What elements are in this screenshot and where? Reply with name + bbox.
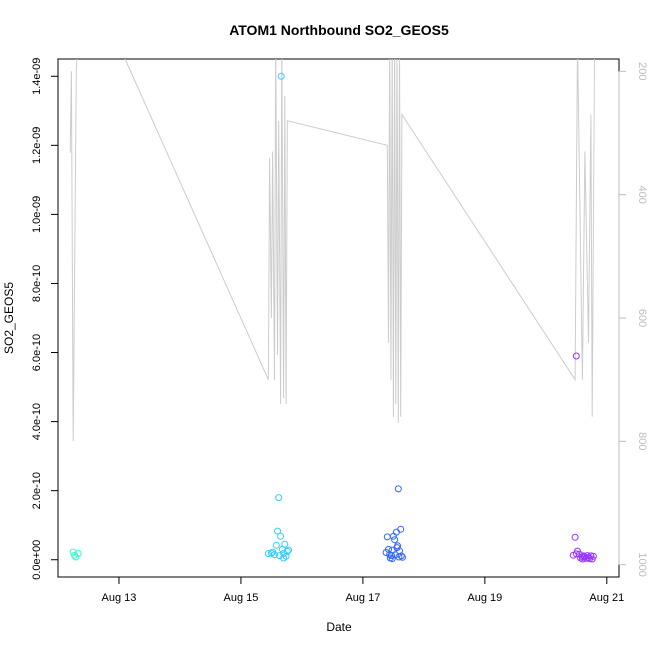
right-axis: 200 400 600 800 1000 bbox=[618, 62, 648, 577]
x-tick-label: Aug 21 bbox=[589, 592, 624, 604]
right-tick-label: 800 bbox=[636, 432, 648, 450]
chart-title: ATOM1 Northbound SO2_GEOS5 bbox=[229, 22, 449, 38]
data-point bbox=[572, 352, 580, 360]
pressure-trace-line bbox=[69, 59, 595, 442]
data-point bbox=[274, 527, 281, 535]
right-tick-label: 600 bbox=[636, 309, 648, 327]
data-point bbox=[397, 525, 405, 533]
data-point bbox=[280, 554, 288, 562]
data-point bbox=[72, 553, 80, 561]
data-point bbox=[71, 551, 78, 559]
y-tick-label: 6.0e-10 bbox=[31, 334, 43, 371]
data-point bbox=[74, 550, 82, 557]
y-tick-label: 2.0e-10 bbox=[31, 472, 43, 509]
y-tick-label: 1.4e-09 bbox=[31, 58, 43, 95]
right-tick-label: 1000 bbox=[636, 552, 648, 576]
data-point bbox=[385, 545, 392, 553]
right-tick-label: 200 bbox=[636, 62, 648, 80]
data-point bbox=[277, 532, 285, 540]
data-point bbox=[275, 494, 283, 502]
data-points-layer bbox=[69, 72, 597, 563]
data-point bbox=[571, 533, 579, 541]
y-tick-label: 1.2e-09 bbox=[31, 127, 43, 164]
x-tick-label: Aug 17 bbox=[345, 592, 380, 604]
y-axis: 0.0e+00 2.0e-10 4.0e-10 6.0e-10 8.0e-10 1.0e-… bbox=[31, 58, 58, 580]
x-axis: Aug 13 Aug 15 Aug 17 Aug 19 Aug 21 bbox=[102, 577, 624, 604]
data-point bbox=[272, 541, 280, 549]
data-point bbox=[389, 532, 397, 540]
x-tick-label: Aug 19 bbox=[467, 592, 502, 604]
data-point bbox=[572, 550, 580, 558]
data-point bbox=[383, 533, 391, 541]
y-tick-label: 4.0e-10 bbox=[31, 403, 43, 440]
data-point bbox=[587, 552, 595, 560]
x-tick-label: Aug 13 bbox=[102, 592, 137, 604]
y-tick-label: 0.0e+00 bbox=[31, 540, 43, 580]
data-point bbox=[397, 552, 405, 560]
data-point bbox=[394, 485, 402, 493]
right-tick-label: 400 bbox=[636, 185, 648, 203]
y-tick-label: 8.0e-10 bbox=[31, 265, 43, 302]
data-point bbox=[285, 546, 292, 554]
data-point bbox=[394, 542, 402, 550]
y-tick-label: 1.0e-09 bbox=[31, 196, 43, 233]
data-point bbox=[283, 547, 291, 555]
data-point bbox=[578, 553, 586, 561]
data-point bbox=[391, 536, 399, 544]
y-axis-label: SO2_GEOS5 bbox=[2, 282, 16, 354]
data-point bbox=[399, 553, 406, 561]
data-point bbox=[388, 546, 396, 554]
data-point bbox=[281, 540, 289, 548]
data-point bbox=[269, 548, 277, 556]
data-point bbox=[392, 528, 400, 536]
data-point bbox=[277, 72, 285, 80]
data-point bbox=[589, 552, 597, 560]
pressure-trace-layer bbox=[69, 59, 595, 442]
x-tick-label: Aug 15 bbox=[223, 592, 258, 604]
x-axis-label: Date bbox=[326, 620, 352, 634]
